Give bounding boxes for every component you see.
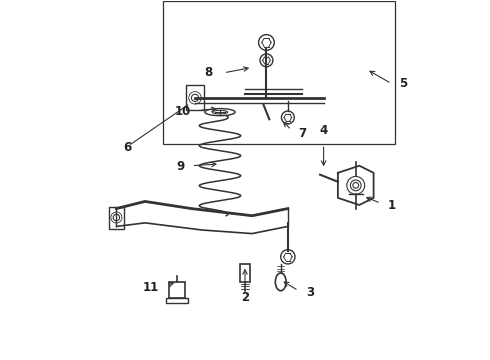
Text: 8: 8 [205,66,213,79]
Text: 5: 5 [398,77,407,90]
Text: 2: 2 [241,291,249,304]
Text: 11: 11 [143,281,159,294]
Text: 3: 3 [306,286,314,299]
Text: 7: 7 [298,127,307,140]
Bar [167,298,188,303]
Bar [109,207,124,229]
Text: 4: 4 [319,124,328,137]
Bar [186,85,204,111]
Bar [169,282,185,298]
Text: 6: 6 [123,141,131,154]
Text: 1: 1 [388,198,396,212]
Bar [163,1,395,144]
Text: 10: 10 [175,104,192,118]
Text: 9: 9 [176,160,184,173]
Bar [240,264,250,282]
